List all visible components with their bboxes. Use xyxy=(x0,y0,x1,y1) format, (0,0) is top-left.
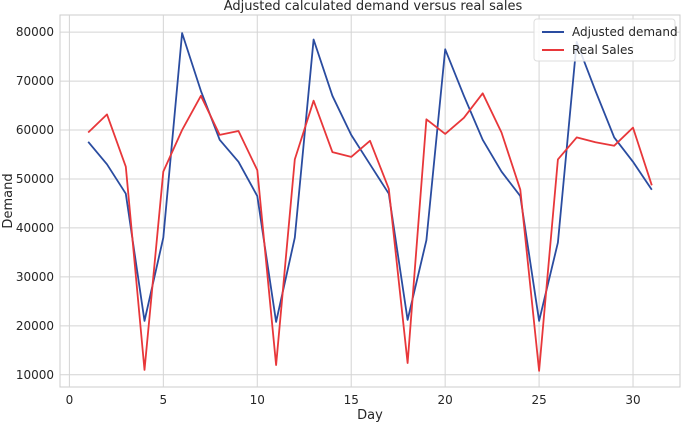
y-axis-label: Demand xyxy=(1,173,16,228)
x-axis-ticks: 0 5 10 15 20 25 30 xyxy=(66,393,641,407)
x-tick-label: 15 xyxy=(344,393,359,407)
y-tick-label: 40000 xyxy=(16,221,54,235)
x-tick-label: 20 xyxy=(438,393,453,407)
y-tick-label: 30000 xyxy=(16,270,54,284)
series-lines xyxy=(87,32,653,372)
y-tick-label: 80000 xyxy=(16,25,54,39)
chart-title: Adjusted calculated demand versus real s… xyxy=(224,0,523,14)
grid-lines xyxy=(60,15,680,387)
x-tick-label: 30 xyxy=(625,393,640,407)
y-axis-ticks: 10000 20000 30000 40000 50000 60000 70000 80000 xyxy=(16,25,54,382)
x-tick-label: 5 xyxy=(160,393,168,407)
y-tick-label: 20000 xyxy=(16,319,54,333)
x-tick-label: 25 xyxy=(531,393,546,407)
x-tick-label: 10 xyxy=(250,393,265,407)
series-line-adjusted-demand xyxy=(87,32,653,323)
y-tick-label: 10000 xyxy=(16,368,54,382)
x-tick-label: 0 xyxy=(66,393,74,407)
y-tick-label: 50000 xyxy=(16,172,54,186)
y-tick-label: 70000 xyxy=(16,74,54,88)
legend-box xyxy=(533,18,676,62)
legend: Adjusted demand Real Sales xyxy=(533,18,678,62)
legend-entry: Real Sales xyxy=(572,43,634,57)
series-line-real-sales xyxy=(87,92,653,372)
legend-entry: Adjusted demand xyxy=(572,25,678,39)
y-tick-label: 60000 xyxy=(16,123,54,137)
x-axis-label: Day xyxy=(357,408,383,423)
